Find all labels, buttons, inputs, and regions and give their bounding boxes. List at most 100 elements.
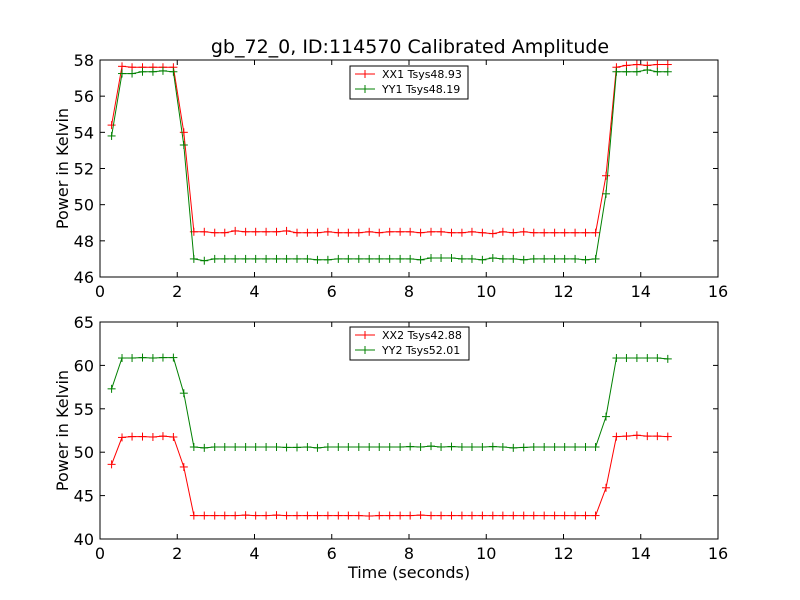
legend-box <box>349 326 470 361</box>
data-point <box>179 128 188 137</box>
data-point <box>200 227 209 236</box>
data-point <box>189 442 198 451</box>
data-point <box>437 254 446 263</box>
y-tick-label: 50 <box>74 196 94 215</box>
data-point <box>498 442 507 451</box>
y-tick-label: 45 <box>74 487 94 506</box>
data-point <box>478 255 487 264</box>
data-point <box>416 255 425 264</box>
data-point <box>427 442 436 451</box>
data-point <box>591 511 600 520</box>
data-point <box>447 511 456 520</box>
series-1 <box>107 431 672 520</box>
data-point <box>519 511 528 520</box>
x-tick-label: 8 <box>404 544 414 563</box>
plot-frame <box>99 59 719 278</box>
data-point <box>210 254 219 263</box>
legend-entry: YY2 Tsys52.01 <box>355 344 460 357</box>
data-point <box>334 228 343 237</box>
data-point <box>107 131 116 140</box>
data-point <box>148 354 157 363</box>
legend-label: YY2 Tsys52.01 <box>381 344 460 357</box>
data-point <box>354 254 363 263</box>
data-point <box>313 511 322 520</box>
series-2 <box>107 65 672 265</box>
data-point <box>138 67 147 76</box>
data-point <box>282 511 291 520</box>
data-point <box>550 442 559 451</box>
data-point <box>560 228 569 237</box>
data-point <box>571 511 580 520</box>
data-point <box>241 442 250 451</box>
legend: XX1 Tsys48.93 YY1 Tsys48.19 <box>349 65 469 100</box>
data-point <box>385 227 394 236</box>
data-point <box>488 511 497 520</box>
legend-entry: XX2 Tsys42.88 <box>355 329 462 342</box>
series-2 <box>107 353 672 452</box>
y-tick-label: 48 <box>74 232 94 251</box>
data-point <box>200 256 209 265</box>
data-point <box>375 442 384 451</box>
data-point <box>406 227 415 236</box>
data-point <box>437 511 446 520</box>
y-tick-label: 58 <box>74 51 94 70</box>
x-tick-label: 16 <box>708 282 728 301</box>
data-point <box>158 353 167 362</box>
data-point <box>529 442 538 451</box>
x-tick-label: 10 <box>476 544 496 563</box>
data-point <box>303 442 312 451</box>
y-tick-label: 52 <box>74 160 94 179</box>
data-point <box>622 67 631 76</box>
data-point <box>427 227 436 236</box>
data-point <box>210 228 219 237</box>
data-point <box>365 511 374 520</box>
data-point <box>447 254 456 263</box>
data-point <box>457 254 466 263</box>
data-point <box>540 228 549 237</box>
x-tick-label: 12 <box>553 544 573 563</box>
data-point <box>118 433 127 442</box>
data-point <box>653 432 662 441</box>
data-point <box>344 511 353 520</box>
data-point <box>334 254 343 263</box>
data-point <box>323 511 332 520</box>
x-tick-label: 4 <box>249 282 259 301</box>
data-point <box>601 171 610 180</box>
legend-box <box>349 65 469 100</box>
data-point <box>220 228 229 237</box>
data-point <box>509 443 518 452</box>
y-tick-label: 60 <box>74 356 94 375</box>
data-point <box>169 433 178 442</box>
data-point <box>210 511 219 520</box>
data-point <box>251 254 260 263</box>
data-point <box>498 254 507 263</box>
chart-panel-2: 0 2 4 6 8 10 12 14 16 40 45 50 55 60 65 Power in Kelvin… <box>53 313 728 582</box>
data-point <box>292 511 301 520</box>
data-point <box>365 227 374 236</box>
data-point <box>478 511 487 520</box>
data-point <box>488 254 497 263</box>
legend-label: XX1 Tsys48.93 <box>382 68 462 81</box>
x-tick-label: 10 <box>476 282 496 301</box>
data-point <box>138 432 147 441</box>
data-point <box>498 227 507 236</box>
y-tick-label: 50 <box>74 443 94 462</box>
data-point <box>653 67 662 76</box>
data-point <box>385 511 394 520</box>
data-point <box>457 511 466 520</box>
data-point <box>313 255 322 264</box>
data-point <box>396 511 405 520</box>
data-point <box>385 442 394 451</box>
data-point <box>231 226 240 235</box>
x-tick-label: 16 <box>708 544 728 563</box>
data-point <box>334 511 343 520</box>
data-point <box>591 228 600 237</box>
data-point <box>571 254 580 263</box>
data-point <box>663 354 672 363</box>
data-point <box>334 442 343 451</box>
x-tick-label: 6 <box>327 282 337 301</box>
data-point <box>251 442 260 451</box>
data-point <box>560 254 569 263</box>
data-point <box>323 255 332 264</box>
